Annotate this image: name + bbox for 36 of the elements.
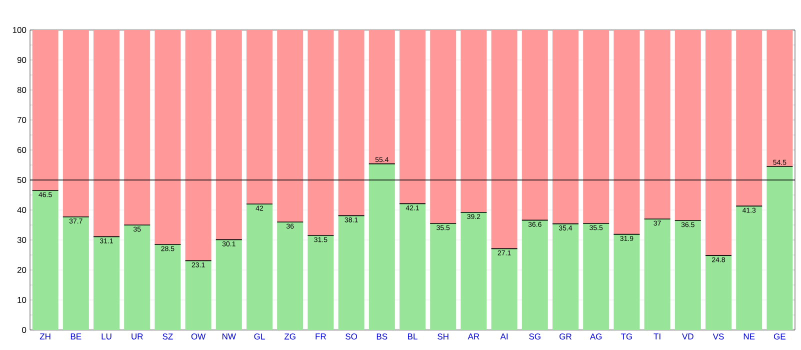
y-tick-label: 70 [17,116,26,123]
x-tick-label: GR [560,334,572,340]
x-tick-label: AI [500,334,508,340]
x-tick-label: SZ [162,334,173,340]
y-tick-label: 0 [22,326,26,333]
x-tick-label: FR [316,334,326,340]
x-tick-label: GL [254,334,265,340]
x-tick-label: BL [408,334,418,340]
x-tick-label: UR [132,334,143,340]
x-tick-label: LU [102,334,112,340]
y-tick-label: 10 [18,296,26,303]
y-tick-label: 60 [17,146,26,153]
y-tick-label: 100 [12,26,26,33]
x-tick-label: ZH [40,334,50,340]
y-tick-label: 20 [17,266,26,273]
x-tick-label: OW [191,334,206,340]
x-tick-label: VD [682,334,694,340]
x-tick-label: AG [590,334,602,340]
x-tick-label: GE [774,334,786,340]
x-tick-label: VS [712,334,724,340]
x-tick-label: SH [438,334,448,340]
y-tick-label: 90 [17,56,26,63]
y-tick-label: 30 [17,236,26,243]
x-tick-label: SO [346,334,358,340]
x-tick-label: TI [654,334,660,340]
x-tick-label: BS [376,334,388,340]
x-tick-label: ZG [284,334,296,340]
x-tick-label: BE [70,334,82,340]
x-tick-label: AR [468,334,480,340]
y-tick-label: 50 [17,176,26,183]
x-tick-label: TG [620,334,632,340]
y-tick-label: 80 [17,86,26,93]
y-tick-label: 40 [17,206,26,213]
x-tick-label: SG [529,334,540,340]
x-tick-label: NW [222,334,236,340]
x-tick-label: NE [744,334,755,340]
